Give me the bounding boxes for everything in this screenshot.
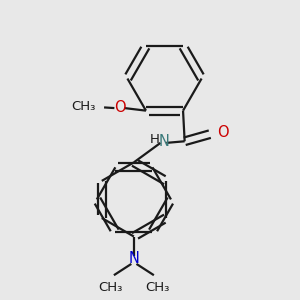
Text: O: O bbox=[114, 100, 126, 115]
Text: CH₃: CH₃ bbox=[98, 281, 123, 294]
Text: CH₃: CH₃ bbox=[72, 100, 96, 113]
Text: H: H bbox=[150, 133, 160, 146]
Text: N: N bbox=[158, 134, 169, 149]
Text: CH₃: CH₃ bbox=[145, 281, 169, 294]
Text: N: N bbox=[128, 251, 139, 266]
Text: O: O bbox=[217, 125, 229, 140]
